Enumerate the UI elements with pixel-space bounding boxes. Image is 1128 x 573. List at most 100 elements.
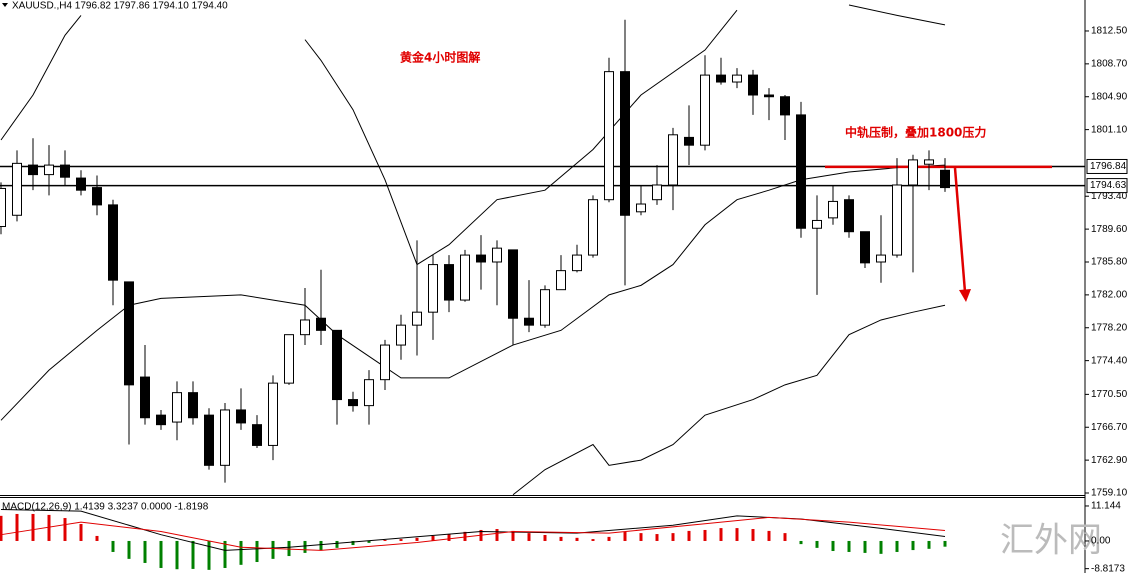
macd-bar (495, 529, 499, 541)
candle-body (844, 199, 854, 233)
macd-bar (79, 524, 83, 541)
macd-bar (911, 540, 915, 551)
macd-bar (63, 518, 67, 541)
macd-bar (895, 540, 899, 552)
candle-body (284, 334, 294, 384)
macd-bar (111, 540, 115, 552)
macd-bar (15, 513, 19, 541)
macd-bar (287, 540, 291, 557)
y-tick-label: 1812.50 (1091, 26, 1128, 37)
macd-bar (175, 540, 179, 570)
candle-body (412, 311, 422, 326)
candle-body (124, 281, 134, 386)
annotation: 黄金4小时图解 (400, 50, 480, 65)
arrow-shaft (953, 167, 967, 293)
candle-body (876, 254, 886, 263)
candle-body (796, 114, 806, 229)
candle-body (300, 319, 310, 336)
candle-body (204, 414, 214, 466)
y-tick-label: 11.144 (1091, 501, 1121, 512)
macd-bar (559, 536, 563, 541)
macd-bar (607, 536, 611, 541)
candle-body (940, 169, 950, 189)
y-tick-label: 0.00 (1091, 536, 1111, 547)
candle-body (444, 264, 454, 301)
candle-body (572, 254, 582, 272)
annotation: 中轨压制，叠加1800压力 (845, 125, 986, 140)
candle-body (0, 187, 6, 228)
candle-body (380, 344, 390, 381)
y-tick-label: 1759.10 (1091, 488, 1128, 499)
macd-bar (815, 540, 819, 548)
candle-body (700, 74, 710, 146)
price-label: 1796.84 (1090, 161, 1127, 172)
macd-bar (863, 540, 867, 553)
macd-bar (671, 533, 675, 541)
macd-bar (47, 514, 51, 541)
macd-bar (799, 540, 803, 545)
candle-body (716, 74, 726, 83)
candle-body (556, 270, 566, 291)
macd-bar (655, 534, 659, 541)
y-tick-label: 1782.00 (1091, 290, 1128, 301)
macd-bar (543, 535, 547, 541)
macd-bar (927, 540, 931, 549)
candle-body (476, 254, 486, 263)
macd-bar (447, 534, 451, 541)
macd-bar (783, 533, 787, 541)
candle-body (156, 414, 166, 426)
macd-bar (463, 531, 467, 541)
macd-bar (143, 540, 147, 563)
candle-body (332, 329, 342, 401)
candle-body (604, 71, 614, 201)
candle-body (860, 231, 870, 264)
y-tick-label: 1774.40 (1091, 355, 1128, 366)
candle-body (764, 94, 774, 98)
y-tick-label: 1770.50 (1091, 389, 1128, 400)
macd-bar (831, 540, 835, 552)
macd-bar (527, 533, 531, 541)
candle-body (140, 376, 150, 419)
macd-bar (511, 530, 515, 541)
macd-bar (207, 540, 211, 570)
macd-bar (191, 540, 195, 569)
indicator-line (0, 516, 946, 551)
candle-body (620, 71, 630, 216)
y-tick-label: 1808.70 (1091, 58, 1128, 69)
candle-body (892, 184, 902, 256)
price-label-box (1086, 158, 1128, 174)
candle-body (748, 74, 758, 96)
macd-bar (127, 540, 131, 559)
macd-bar (879, 540, 883, 554)
y-tick-label: 1785.80 (1091, 257, 1128, 268)
indicator-line (512, 304, 946, 496)
candle-body (60, 164, 70, 178)
macd-bar (719, 528, 723, 541)
y-tick-label: -8.8173 (1091, 563, 1125, 573)
y-tick-label: 1789.60 (1091, 224, 1128, 235)
macd-bar (383, 540, 387, 541)
macd-header: MACD(12,26,9) 1.4139 3.3237 0.0000 -1.81… (2, 502, 209, 513)
candle-body (508, 249, 518, 319)
macd-bar (847, 540, 851, 552)
candle-body (28, 164, 38, 176)
macd-bar (415, 537, 419, 541)
candle-body (12, 162, 22, 216)
macd-bar (351, 540, 355, 546)
y-tick-label: 1793.40 (1091, 191, 1128, 202)
candle-body (172, 392, 182, 423)
y-tick-label: 1804.90 (1091, 91, 1128, 102)
arrow-head (959, 289, 971, 302)
candle-body (684, 136, 694, 146)
candle-body (812, 219, 822, 229)
candle-body (44, 164, 54, 176)
macd-bar (255, 540, 259, 563)
indicator-line (0, 4, 946, 266)
candle-body (588, 199, 598, 256)
macd-bar (95, 535, 99, 541)
macd-bar (31, 513, 35, 541)
y-tick-label: 1762.90 (1091, 455, 1128, 466)
y-tick-label: 1778.20 (1091, 322, 1128, 333)
candle-body (460, 254, 470, 301)
menu-triangle (2, 3, 8, 7)
